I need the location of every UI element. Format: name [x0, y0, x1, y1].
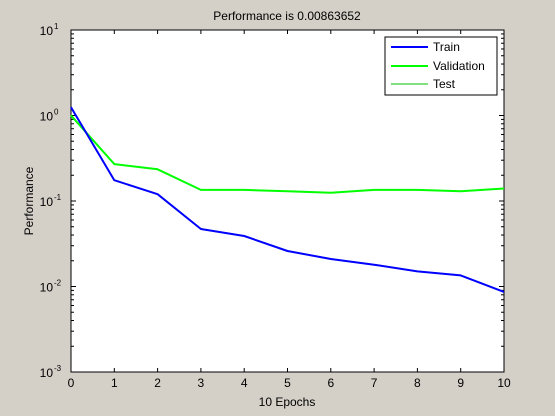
- x-tick-label: 2: [154, 376, 161, 390]
- x-tick-label: 3: [198, 376, 205, 390]
- y-tick-exponent: -2: [54, 279, 62, 288]
- legend-entry-test: Test: [391, 77, 456, 91]
- x-tick-label: 10: [497, 376, 511, 390]
- x-tick-label: 6: [327, 376, 334, 390]
- x-tick-label: 5: [284, 376, 291, 390]
- x-tick-label: 4: [241, 376, 248, 390]
- x-tick-label: 7: [371, 376, 378, 390]
- y-tick-exponent: 1: [54, 22, 59, 31]
- legend-label-train: Train: [433, 40, 460, 54]
- legend-entry-train: Train: [391, 40, 460, 54]
- y-tick-exponent: -3: [54, 364, 62, 373]
- legend: Train Validation Test: [384, 36, 498, 96]
- series-validation-line: [70, 114, 505, 194]
- legend-entry-validation: Validation: [391, 59, 485, 73]
- x-axis-label: 10 Epochs: [259, 395, 316, 409]
- y-tick-exponent: -1: [54, 193, 62, 202]
- y-tick-label: 10: [40, 195, 54, 209]
- y-tick-label: 10: [40, 24, 54, 38]
- x-tick-label: 8: [414, 376, 421, 390]
- y-axis-label: Performance: [22, 166, 36, 235]
- y-tick-label: 10: [40, 281, 54, 295]
- series-group: [70, 106, 505, 293]
- legend-label-test: Test: [433, 77, 456, 91]
- y-tick-exponent: 0: [54, 108, 59, 117]
- x-tick-label: 0: [68, 376, 75, 390]
- series-train-line: [70, 106, 505, 293]
- y-tick-label: 10: [40, 110, 54, 124]
- x-tick-label: 1: [111, 376, 118, 390]
- legend-label-validation: Validation: [433, 59, 485, 73]
- chart-title: Performance is 0.00863652: [213, 9, 361, 23]
- y-tick-label: 10: [40, 366, 54, 380]
- x-tick-label: 9: [457, 376, 464, 390]
